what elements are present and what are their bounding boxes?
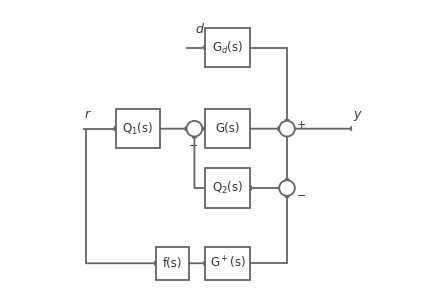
Text: Q$_2$(s): Q$_2$(s): [212, 180, 244, 196]
Text: d: d: [195, 23, 203, 36]
Text: G$^+$(s): G$^+$(s): [210, 255, 246, 271]
Text: y: y: [353, 108, 361, 121]
Bar: [205, 109, 250, 148]
Bar: [156, 247, 189, 280]
Bar: [116, 109, 160, 148]
Text: f(s): f(s): [163, 257, 183, 270]
Bar: [205, 168, 250, 208]
Text: G$_d$(s): G$_d$(s): [212, 40, 243, 56]
Bar: [205, 28, 250, 67]
Bar: [205, 247, 250, 280]
Text: −: −: [297, 191, 307, 201]
Text: +: +: [297, 120, 307, 130]
Text: G(s): G(s): [215, 122, 240, 135]
Text: −: −: [189, 141, 198, 151]
Text: r: r: [85, 108, 89, 121]
Text: Q$_1$(s): Q$_1$(s): [122, 121, 154, 137]
